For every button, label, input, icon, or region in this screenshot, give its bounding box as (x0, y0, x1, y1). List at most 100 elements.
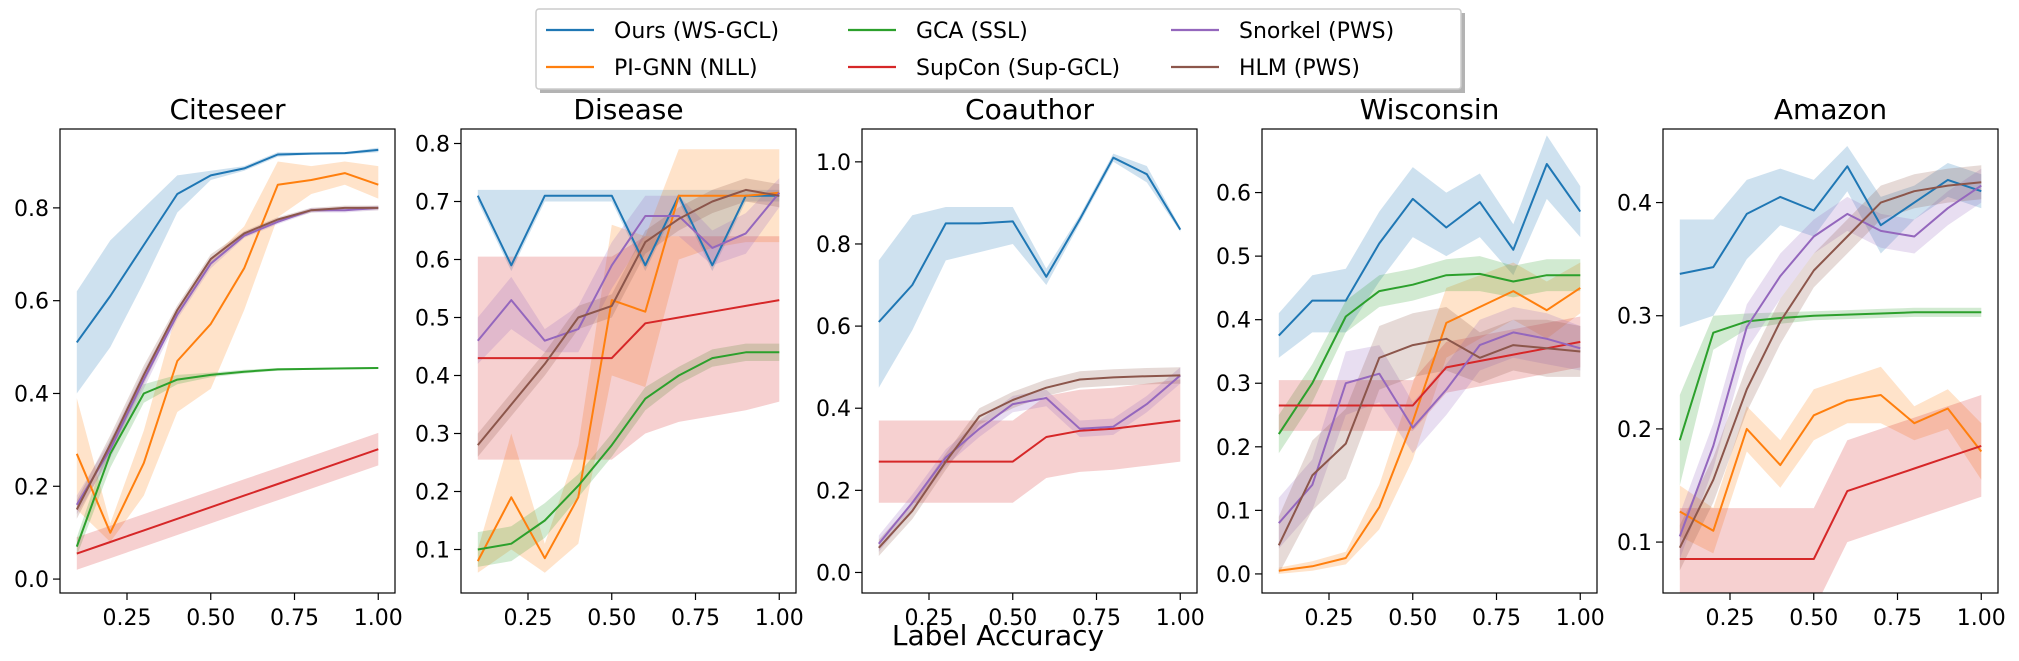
band-hlm-pws (1679, 165, 1982, 571)
band-gca-ssl (1278, 256, 1581, 454)
x-tick-label: 0.50 (988, 606, 1037, 631)
panel-title: Coauthor (965, 93, 1094, 126)
y-tick-label: 0.4 (1617, 192, 1652, 217)
line-supcon-sup-gcl (477, 299, 780, 360)
y-tick-label: 0.4 (1216, 309, 1251, 334)
legend-label: PI-GNN (NLL) (614, 56, 758, 81)
x-tick-label: 1.00 (755, 606, 804, 631)
x-tick-label: 0.25 (905, 606, 954, 631)
band-ours-ws-gcl (878, 153, 1181, 388)
x-tick-label: 1.00 (1556, 606, 1605, 631)
plot-area (476, 149, 781, 573)
axes-frame (1261, 128, 1598, 594)
plot-area (878, 153, 1182, 556)
axes-frame (460, 128, 797, 594)
y-tick-label: 0.6 (14, 290, 49, 315)
line-ours-ws-gcl (1679, 165, 1982, 275)
x-tick-label: 1.00 (1156, 606, 1205, 631)
band-ours-ws-gcl (1679, 146, 1982, 327)
legend-item-gca-ssl: GCA (SSL) (848, 19, 1028, 44)
y-tick-label: 0.5 (1216, 245, 1251, 270)
x-tick-label: 0.75 (1072, 606, 1121, 631)
y-tick-label: 0.7 (415, 191, 450, 216)
line-hlm-pws (477, 188, 780, 446)
band-supcon-sup-gcl (477, 236, 780, 460)
y-tick-label: 0.2 (14, 475, 49, 500)
line-ours-ws-gcl (476, 194, 780, 267)
band-snorkel-pws (477, 178, 780, 364)
x-tick-label: 0.50 (1789, 606, 1838, 631)
line-snorkel-pws (1278, 331, 1581, 524)
x-tick-label: 0.50 (1388, 606, 1437, 631)
line-pi-gnn-nll (1679, 394, 1983, 532)
legend-item-ours-ws-gcl: Ours (WS-GCL) (546, 19, 779, 44)
y-tick-label: 0.2 (816, 479, 851, 504)
band-pi-gnn-nll (477, 149, 780, 573)
y-tick-label: 0.0 (816, 561, 851, 586)
line-hlm-pws (878, 374, 1181, 549)
y-tick-label: 0.0 (1216, 563, 1251, 588)
y-tick-label: 0.6 (1216, 182, 1251, 207)
panel-title: Wisconsin (1360, 93, 1500, 126)
band-supcon-sup-gcl (878, 379, 1181, 503)
y-tick-label: 0.2 (1216, 436, 1251, 461)
line-hlm-pws (1277, 337, 1581, 546)
x-tick-label: 0.50 (186, 606, 235, 631)
line-snorkel-pws (477, 192, 781, 342)
y-tick-label: 0.1 (1617, 531, 1652, 556)
y-tick-label: 0.1 (415, 539, 450, 564)
band-gca-ssl (1679, 307, 1982, 486)
x-tick-label: 0.25 (103, 606, 152, 631)
band-snorkel-pws (1278, 307, 1581, 549)
y-tick-label: 0.6 (415, 249, 450, 274)
panel-coauthor: 0.25 0.50 0.75 1.00 0.0 0.2 0.4 0.6 0.8 1.0 Coauth… (816, 93, 1205, 631)
legend-label: Ours (WS-GCL) (614, 19, 779, 44)
line-ours-ws-gcl (1278, 163, 1582, 337)
x-tick-label: 1.00 (354, 606, 403, 631)
panel-title: Disease (573, 93, 683, 126)
chart-panels: 0.25 0.50 0.75 1.000.00.20.40.60.8Citeseer0… (14, 93, 2006, 631)
x-tick-label: 0.25 (1305, 606, 1354, 631)
band-ours-ws-gcl (1278, 135, 1581, 358)
line-snorkel-pws (1678, 184, 1982, 537)
y-tick-label: 0.2 (415, 481, 450, 506)
line-hlm-pws (75, 206, 379, 510)
band-snorkel-pws (1679, 168, 1982, 559)
line-supcon-sup-gcl (878, 419, 1181, 463)
legend-label: Snorkel (PWS) (1239, 19, 1394, 44)
panel-disease: 0.25 0.50 0.75 1.00 0.1 0.2 0.3 0.4 0.5 0.6 0.7 0.8… (415, 93, 804, 631)
line-gca-ssl (1277, 272, 1581, 435)
x-tick-label: 1.00 (1957, 606, 2006, 631)
line-hlm-pws (1678, 181, 1982, 549)
y-tick-label: 0.3 (1617, 305, 1652, 330)
line-supcon-sup-gcl (76, 448, 379, 555)
legend-item-snorkel-pws: Snorkel (PWS) (1171, 19, 1394, 44)
line-snorkel-pws (878, 374, 1181, 545)
axes-frame (1662, 128, 1999, 594)
legend-frame (535, 8, 1462, 90)
line-pi-gnn-nll (75, 172, 379, 534)
x-tick-label: 0.25 (504, 606, 553, 631)
y-tick-label: 0.1 (1216, 499, 1251, 524)
legend-item-hlm-pws: HLM (PWS) (1171, 56, 1360, 81)
y-tick-label: 0.5 (415, 307, 450, 332)
panel-title: Citeseer (169, 93, 286, 126)
line-gca-ssl (75, 367, 379, 547)
line-snorkel-pws (75, 206, 379, 506)
line-ours-ws-gcl (75, 148, 379, 343)
legend-item-supcon-sup-gcl: SupCon (Sup-GCL) (848, 56, 1120, 81)
band-hlm-pws (1278, 307, 1581, 574)
y-tick-label: 0.6 (816, 315, 851, 340)
panel-title: Amazon (1774, 93, 1887, 126)
y-tick-label: 0.4 (14, 382, 49, 407)
line-ours-ws-gcl (878, 156, 1182, 323)
y-tick-label: 0.3 (415, 423, 450, 448)
figure-x-axis-label: Label Accuracy (892, 619, 1104, 652)
y-tick-label: 0.2 (1617, 418, 1652, 443)
plot-area (1678, 146, 1983, 593)
legend-label: GCA (SSL) (916, 19, 1028, 44)
y-tick-label: 1.0 (816, 151, 851, 176)
axes-frame (861, 128, 1198, 594)
band-pi-gnn-nll (1278, 262, 1581, 574)
x-tick-label: 0.75 (671, 606, 720, 631)
